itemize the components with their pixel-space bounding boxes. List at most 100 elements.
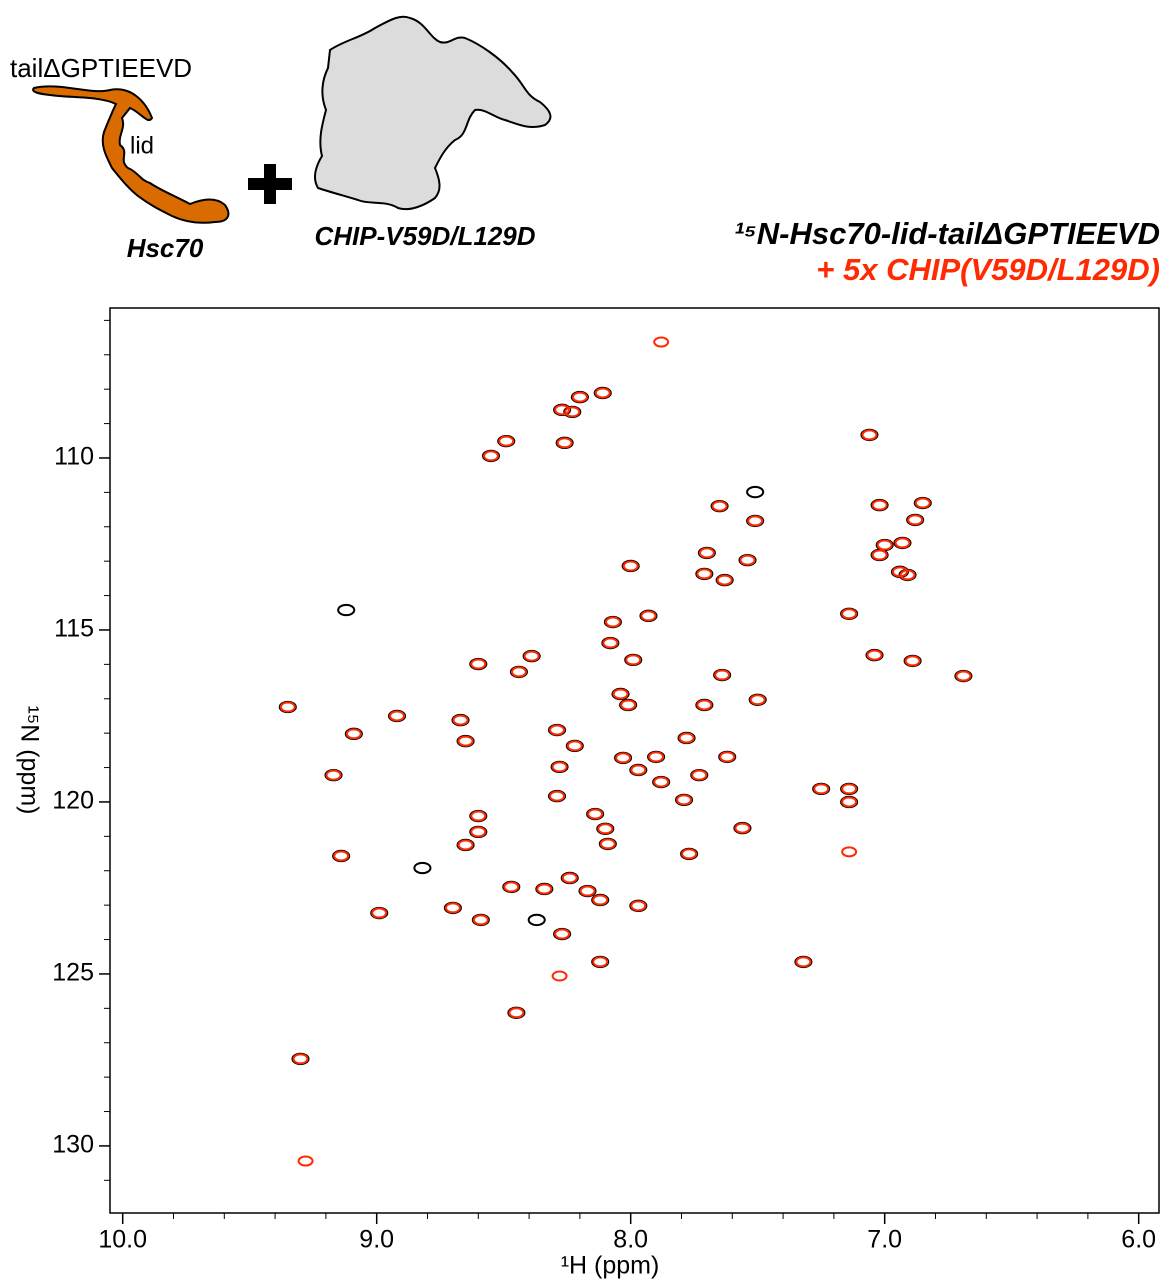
peak [566, 740, 583, 752]
peak [444, 902, 461, 914]
x-tick-label: 8.0 [613, 1226, 648, 1254]
annotation: tailΔGPTIEEVD [10, 53, 192, 83]
peak [640, 610, 657, 622]
peak [604, 616, 621, 628]
peak [551, 970, 568, 982]
peak [904, 655, 921, 667]
peak [389, 710, 406, 722]
y-tick-label: 115 [54, 615, 94, 643]
chip-shape [314, 15, 552, 211]
peak [678, 732, 695, 744]
peak [592, 894, 609, 906]
hsc70-shape [32, 85, 230, 224]
peak [556, 437, 573, 449]
peak [561, 872, 578, 884]
peak [795, 956, 812, 968]
x-tick-label: 9.0 [359, 1226, 394, 1254]
peak [681, 848, 698, 860]
peak [579, 885, 596, 897]
plot-frame [109, 307, 1160, 1214]
peak [571, 391, 588, 403]
peak [871, 499, 888, 511]
peak [747, 515, 764, 527]
peak [876, 539, 893, 551]
peak [716, 574, 733, 586]
peak [452, 714, 469, 726]
peak [549, 790, 566, 802]
peak [482, 450, 499, 462]
peak [955, 670, 972, 682]
peak [625, 654, 642, 666]
peak [587, 808, 604, 820]
peak [630, 764, 647, 776]
peak [470, 826, 487, 838]
peak [749, 694, 766, 706]
peak [279, 701, 296, 713]
legend-label: + 5x CHIP(V59D/L129D) [816, 252, 1160, 287]
peak [653, 776, 670, 788]
peak [841, 796, 858, 808]
peak [457, 839, 474, 851]
peak [714, 669, 731, 681]
peak [894, 537, 911, 549]
peak [602, 637, 619, 649]
x-tick-label: 7.0 [867, 1226, 902, 1254]
peak [630, 900, 647, 912]
peak [536, 883, 553, 895]
annotation: Hsc70 [127, 233, 204, 263]
peak [345, 728, 362, 740]
peak [698, 547, 715, 559]
peak [599, 838, 616, 850]
peak [746, 485, 765, 499]
peak [472, 914, 489, 926]
peak [648, 751, 665, 763]
peak [691, 769, 708, 781]
annotation: lid [130, 132, 154, 159]
peak [841, 608, 858, 620]
y-tick-label: 125 [52, 959, 94, 987]
peak [333, 850, 350, 862]
peak [413, 861, 432, 875]
peak [734, 822, 751, 834]
peak [503, 881, 520, 893]
peak [292, 1053, 309, 1065]
peak [527, 913, 546, 927]
y-tick-label: 110 [54, 443, 94, 471]
peak [297, 1155, 314, 1167]
peak [861, 429, 878, 441]
peak [554, 928, 571, 940]
peak [914, 497, 931, 509]
peak [899, 569, 916, 581]
peak [498, 435, 515, 447]
peak [325, 769, 342, 781]
x-tick-label: 10.0 [98, 1226, 147, 1254]
peak [554, 404, 571, 416]
legend-label: ¹⁵N-Hsc70-lid-tailΔGPTIEEVD [734, 216, 1160, 251]
peak [711, 500, 728, 512]
y-tick-label: 130 [52, 1131, 94, 1159]
peak [551, 761, 568, 773]
peak [470, 658, 487, 670]
peak [653, 336, 670, 348]
peak [696, 699, 713, 711]
peak [597, 823, 614, 835]
peak [676, 794, 693, 806]
peak [549, 724, 566, 736]
x-tick-label: 6.0 [1121, 1226, 1156, 1254]
peak [696, 568, 713, 580]
peak [622, 560, 639, 572]
peak [719, 751, 736, 763]
peak [371, 907, 388, 919]
peak [457, 735, 474, 747]
peak [739, 554, 756, 566]
x-axis-label: ¹H (ppm) [561, 1252, 660, 1280]
peak [564, 406, 581, 418]
peak [841, 783, 858, 795]
annotation: CHIP-V59D/L129D [314, 221, 535, 251]
peak [866, 649, 883, 661]
peak [841, 846, 858, 858]
peak [871, 549, 888, 561]
plus-sign [248, 164, 292, 204]
peak [337, 603, 356, 617]
